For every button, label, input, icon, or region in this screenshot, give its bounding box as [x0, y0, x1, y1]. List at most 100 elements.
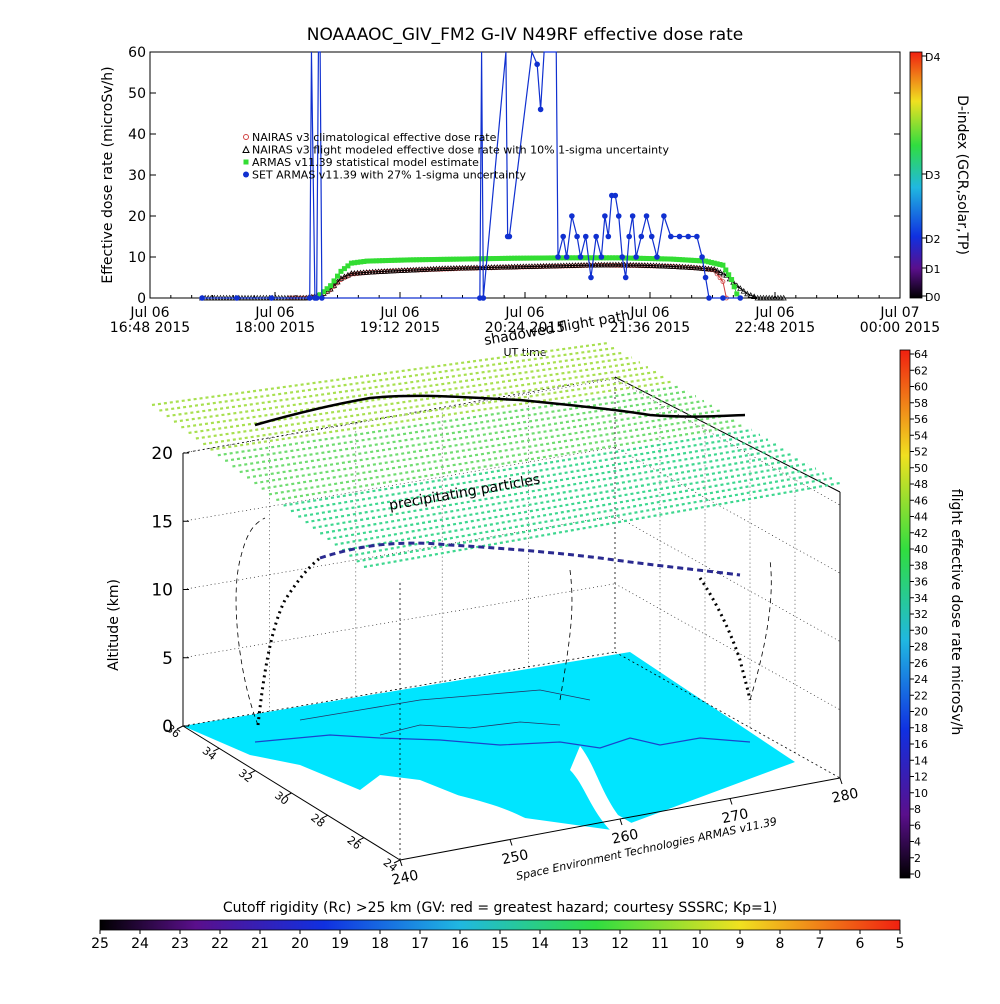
data-point — [720, 262, 726, 268]
data-point — [463, 256, 469, 262]
data-point — [726, 272, 732, 278]
data-point — [714, 271, 720, 277]
dose-tick-label: 48 — [914, 478, 928, 491]
flight-path-cruise — [319, 541, 741, 577]
data-point — [370, 258, 376, 264]
data-point — [717, 275, 723, 281]
data-point — [502, 255, 508, 261]
rc-tick-label: 18 — [371, 936, 389, 952]
dose-tick-label: 46 — [914, 494, 928, 507]
data-point — [747, 292, 754, 298]
altitude-axis-label: Altitude (km) — [106, 579, 122, 671]
data-point — [638, 262, 645, 268]
data-point — [705, 259, 711, 265]
data-point — [577, 254, 584, 260]
y-tick-label: 10 — [128, 250, 146, 266]
lon-tick — [399, 859, 403, 867]
data-point — [548, 255, 554, 261]
data-point — [659, 262, 666, 269]
particle-line — [246, 404, 713, 479]
data-point — [711, 260, 717, 266]
data-point — [414, 257, 420, 263]
dose-tick-label: 16 — [914, 738, 928, 751]
data-point — [364, 258, 370, 264]
data-point — [373, 258, 379, 264]
dose-tick-label: 54 — [914, 429, 928, 442]
data-point — [656, 262, 663, 269]
data-point — [740, 287, 747, 294]
data-point — [328, 283, 334, 289]
rc-tick-label: 13 — [571, 936, 589, 952]
data-point — [376, 258, 382, 264]
data-point — [432, 256, 438, 262]
data-point — [729, 277, 735, 283]
data-point — [475, 256, 481, 262]
dose-tick-label: 64 — [914, 348, 928, 361]
data-point — [478, 256, 484, 262]
data-point — [647, 262, 654, 268]
z-tick-label: 20 — [151, 444, 173, 464]
lon-tick-label: 280 — [830, 785, 859, 806]
chart-title: NOAAAOC_GIV_FM2 G-IV N49RF effective dos… — [307, 25, 744, 45]
precipitating-particle-lines — [151, 341, 841, 569]
z-tick-label: 5 — [162, 649, 173, 669]
data-point — [616, 255, 622, 261]
data-point — [533, 255, 539, 261]
state-borders — [299, 689, 591, 721]
data-point — [699, 254, 705, 260]
lat-tick — [285, 792, 292, 797]
legend-marker — [243, 134, 249, 140]
data-point — [613, 255, 619, 261]
data-point — [696, 264, 703, 271]
rc-tick-label: 5 — [896, 936, 905, 952]
rc-tick-label: 9 — [736, 936, 745, 952]
flight-track — [235, 394, 772, 726]
data-point — [674, 256, 680, 262]
data-point — [499, 255, 505, 261]
data-point — [367, 258, 373, 264]
data-point — [527, 255, 533, 261]
lon-tick-label: 270 — [720, 806, 749, 827]
data-point — [306, 295, 313, 301]
baja-region — [415, 785, 525, 825]
data-point — [534, 61, 540, 68]
data-point — [524, 255, 530, 261]
state-borders-2 — [379, 721, 561, 736]
legend-marker — [242, 145, 250, 153]
rc-tick-label: 17 — [411, 936, 429, 952]
y-tick-label: 40 — [128, 127, 146, 143]
shadowed-flight-path — [254, 394, 746, 427]
data-point — [426, 257, 432, 263]
particle-line — [159, 346, 617, 412]
data-point — [780, 294, 787, 301]
data-point — [717, 269, 724, 275]
data-point — [751, 293, 758, 299]
dose-tick-label: 20 — [914, 706, 928, 719]
data-point — [731, 284, 737, 290]
series-line — [319, 257, 738, 296]
x-tick-label-date: Jul 06 — [129, 305, 169, 321]
lat-tick — [357, 837, 365, 842]
data-point — [633, 254, 639, 260]
data-point — [602, 213, 608, 219]
data-point — [744, 290, 751, 297]
data-point — [591, 255, 597, 261]
data-point — [493, 256, 499, 262]
legend-label: SET ARMAS v11.39 with 27% 1-sigma uncert… — [252, 169, 526, 182]
data-point — [506, 233, 513, 240]
data-point — [496, 255, 502, 261]
data-point — [355, 259, 361, 265]
dose-colorbar-ticks: 6462605856545250484644424038363432302826… — [910, 348, 928, 881]
lon-tick — [619, 818, 623, 826]
data-point — [598, 254, 605, 260]
rc-tick-label: 8 — [776, 936, 785, 952]
data-point — [685, 264, 692, 270]
y-tick-label: 50 — [128, 86, 146, 102]
lon-tick-label: 260 — [610, 826, 639, 847]
data-point — [317, 292, 323, 298]
dose-tick-label: 32 — [914, 608, 928, 621]
data-point — [380, 258, 386, 264]
particle-line — [232, 395, 697, 468]
x-tick-label-time: 16:48 2015 — [110, 320, 190, 336]
